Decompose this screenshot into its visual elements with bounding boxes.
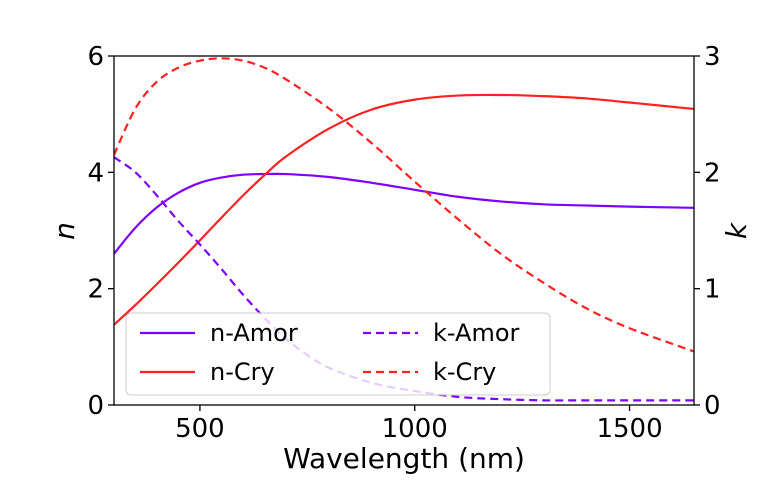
legend-label-n-amor: n-Amor <box>210 319 298 347</box>
y-tick-label-right: 1 <box>704 275 721 305</box>
legend-label-k-cry: k-Cry <box>433 358 496 386</box>
x-tick-label: 1000 <box>382 414 448 444</box>
y-axis-label-left: n <box>48 222 81 240</box>
y-tick-label-right: 3 <box>704 42 721 72</box>
series-line-n-amor <box>114 172 694 255</box>
x-axis-label: Wavelength (nm) <box>283 442 525 475</box>
series-line-n-cry <box>114 93 694 326</box>
y-tick-label-left: 6 <box>87 42 104 72</box>
legend-box <box>125 312 551 396</box>
y-tick-label-left: 4 <box>87 158 104 188</box>
legend-label-k-amor: k-Amor <box>433 319 520 347</box>
y-tick-label-right: 2 <box>704 158 721 188</box>
series-line-k-cry <box>114 57 694 353</box>
plot-frame <box>113 55 695 406</box>
y-tick-label-left: 0 <box>87 391 104 421</box>
axes-layer: 500 1000 1500 0 2 4 6 0 1 2 3 <box>87 42 720 444</box>
x-tick-label: 500 <box>175 414 225 444</box>
x-tick-label: 1500 <box>596 414 662 444</box>
y-tick-label-right: 0 <box>704 391 721 421</box>
legend-label-n-cry: n-Cry <box>210 358 275 386</box>
y-tick-label-left: 2 <box>87 275 104 305</box>
legend: n-Amor n-Cry k-Amor k-Cry <box>125 312 551 396</box>
y-axis-label-right: k <box>720 221 753 239</box>
